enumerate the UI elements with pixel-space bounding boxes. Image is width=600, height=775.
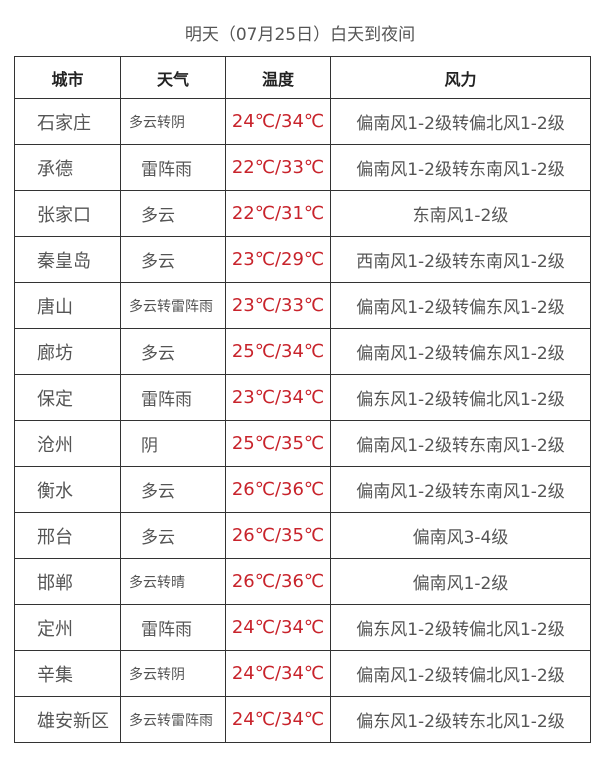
header-row: 城市 天气 温度 风力 [14,56,591,99]
wind-cell: 西南风1-2级转东南风1-2级 [330,236,591,283]
temperature-cell: 23℃/33℃ [225,282,331,329]
weather-cell: 多云转雷阵雨 [120,282,226,329]
city-cell: 邯郸 [14,558,121,605]
temperature-cell: 24℃/34℃ [225,696,331,743]
table-row: 定州 雷阵雨 24℃/34℃ 偏东风1-2级转偏北风1-2级 [14,604,591,651]
weather-cell: 阴 [120,420,226,467]
wind-cell: 偏东风1-2级转东北风1-2级 [330,696,591,743]
city-cell: 定州 [14,604,121,651]
temperature-cell: 22℃/33℃ [225,144,331,191]
temperature-cell: 22℃/31℃ [225,190,331,237]
city-cell: 石家庄 [14,98,121,145]
header-temperature: 温度 [225,56,331,99]
header-city: 城市 [14,56,121,99]
weather-cell: 多云 [120,236,226,283]
wind-cell: 偏南风1-2级转东南风1-2级 [330,466,591,513]
weather-cell: 多云转雷阵雨 [120,696,226,743]
city-cell: 保定 [14,374,121,421]
city-cell: 邢台 [14,512,121,559]
city-cell: 雄安新区 [14,696,121,743]
weather-cell: 多云 [120,466,226,513]
temperature-cell: 25℃/34℃ [225,328,331,375]
temperature-cell: 26℃/35℃ [225,512,331,559]
temperature-cell: 26℃/36℃ [225,466,331,513]
wind-cell: 偏南风1-2级 [330,558,591,605]
wind-cell: 偏南风1-2级转东南风1-2级 [330,144,591,191]
weather-cell: 多云 [120,328,226,375]
header-wind: 风力 [330,56,591,99]
weather-cell: 多云转阴 [120,650,226,697]
city-cell: 承德 [14,144,121,191]
weather-cell: 雷阵雨 [120,144,226,191]
table-row: 廊坊 多云 25℃/34℃ 偏南风1-2级转偏东风1-2级 [14,328,591,375]
table-row: 承德 雷阵雨 22℃/33℃ 偏南风1-2级转东南风1-2级 [14,144,591,191]
temperature-cell: 25℃/35℃ [225,420,331,467]
temperature-cell: 24℃/34℃ [225,604,331,651]
city-cell: 衡水 [14,466,121,513]
wind-cell: 偏东风1-2级转偏北风1-2级 [330,374,591,421]
table-row: 沧州阴 25℃/35℃ 偏南风1-2级转东南风1-2级 [14,420,591,467]
table-row: 衡水 多云 26℃/36℃ 偏南风1-2级转东南风1-2级 [14,466,591,513]
temperature-cell: 24℃/34℃ [225,650,331,697]
temperature-cell: 23℃/29℃ [225,236,331,283]
city-cell: 张家口 [14,190,121,237]
weather-cell: 多云转阴 [120,98,226,145]
temperature-cell: 23℃/34℃ [225,374,331,421]
temperature-cell: 26℃/36℃ [225,558,331,605]
wind-cell: 偏南风1-2级转偏东风1-2级 [330,282,591,329]
wind-cell: 偏南风1-2级转偏北风1-2级 [330,98,591,145]
city-cell: 沧州 [14,420,121,467]
weather-cell: 多云转晴 [120,558,226,605]
city-cell: 唐山 [14,282,121,329]
table-row: 邢台 多云 26℃/35℃ 偏南风3-4级 [14,512,591,559]
temperature-cell: 24℃/34℃ [225,98,331,145]
table-title: 明天（07月25日）白天到夜间 [184,25,416,45]
weather-forecast-table: 城市 天气 温度 风力 石家庄 多云转阴 24℃/34℃ 偏南风1-2级转偏北风1-2… [14,56,591,743]
table-row: 张家口 多云 22℃/31℃ 东南风1-2级 [14,190,591,237]
wind-cell: 偏东风1-2级转偏北风1-2级 [330,604,591,651]
table-row: 唐山 多云转雷阵雨 23℃/33℃ 偏南风1-2级转偏东风1-2级 [14,282,591,329]
city-cell: 辛集 [14,650,121,697]
wind-cell: 偏南风3-4级 [330,512,591,559]
wind-cell: 偏南风1-2级转偏北风1-2级 [330,650,591,697]
table-row: 保定 雷阵雨 23℃/34℃ 偏东风1-2级转偏北风1-2级 [14,374,591,421]
weather-cell: 雷阵雨 [120,604,226,651]
table-row: 辛集 多云转阴 24℃/34℃ 偏南风1-2级转偏北风1-2级 [14,650,591,697]
table-row: 秦皇岛 多云 23℃/29℃ 西南风1-2级转东南风1-2级 [14,236,591,283]
wind-cell: 东南风1-2级 [330,190,591,237]
weather-cell: 多云 [120,512,226,559]
header-weather: 天气 [120,56,226,99]
weather-cell: 雷阵雨 [120,374,226,421]
table-row: 邯郸 多云转晴 26℃/36℃ 偏南风1-2级 [14,558,591,605]
table-row: 石家庄 多云转阴 24℃/34℃ 偏南风1-2级转偏北风1-2级 [14,98,591,145]
table-row: 雄安新区 多云转雷阵雨 24℃/34℃ 偏东风1-2级转东北风1-2级 [14,696,591,743]
wind-cell: 偏南风1-2级转偏东风1-2级 [330,328,591,375]
city-cell: 廊坊 [14,328,121,375]
weather-cell: 多云 [120,190,226,237]
city-cell: 秦皇岛 [14,236,121,283]
wind-cell: 偏南风1-2级转东南风1-2级 [330,420,591,467]
